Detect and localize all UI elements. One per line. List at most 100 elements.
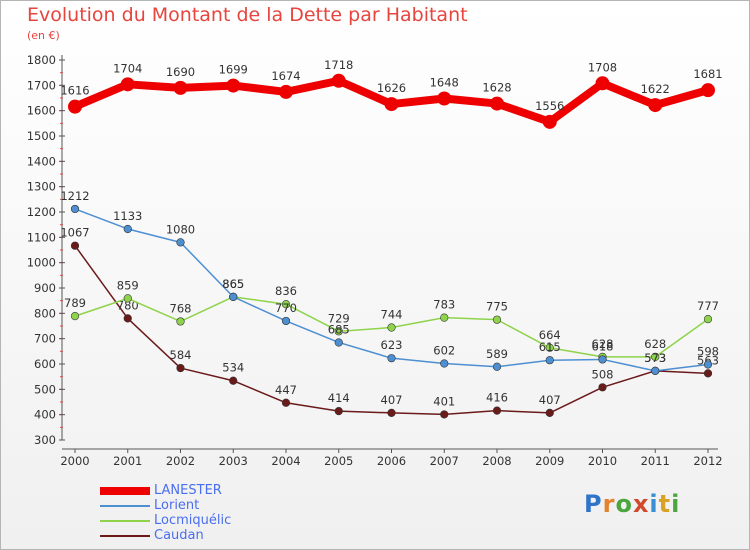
data-point <box>176 363 185 373</box>
y-tick-label: 1600 <box>27 104 56 118</box>
data-label: 508 <box>592 367 614 381</box>
x-tick-label: 2008 <box>482 454 511 468</box>
data-label: 615 <box>539 340 561 354</box>
x-tick-label: 2009 <box>535 454 564 468</box>
data-point <box>703 369 713 378</box>
data-point <box>598 383 607 392</box>
data-label: 584 <box>170 348 192 362</box>
logo-letter: r <box>602 490 616 518</box>
data-point <box>176 317 185 326</box>
logo-letter: i <box>649 490 659 518</box>
data-label: 1622 <box>641 82 670 96</box>
data-point <box>648 98 663 113</box>
data-label: 414 <box>328 391 350 405</box>
data-label: 628 <box>644 337 666 351</box>
data-point <box>545 343 554 352</box>
data-point <box>281 300 291 309</box>
data-label: 865 <box>222 277 244 291</box>
data-point <box>492 315 502 324</box>
data-label: 1628 <box>482 81 511 95</box>
data-point <box>70 204 80 214</box>
data-label: 865 <box>222 277 244 291</box>
legend-label: Locmiquélic <box>154 513 232 528</box>
data-point <box>173 80 188 95</box>
data-point <box>123 294 132 303</box>
data-label: 768 <box>170 301 192 315</box>
logo-letter: x <box>632 490 650 518</box>
data-point <box>387 323 396 332</box>
data-label: 729 <box>328 311 350 325</box>
data-label: 1067 <box>60 226 89 240</box>
data-label: 1648 <box>430 76 459 90</box>
data-label: 780 <box>117 298 139 312</box>
data-label: 1708 <box>588 60 617 74</box>
data-point <box>542 114 557 129</box>
data-label: 1681 <box>693 67 722 81</box>
y-tick-label: 300 <box>34 433 56 447</box>
y-tick-label: 800 <box>34 306 56 320</box>
x-tick-label: 2011 <box>641 454 670 468</box>
data-label: 628 <box>592 337 614 351</box>
data-label: 770 <box>275 301 297 315</box>
data-point <box>70 312 80 321</box>
data-point <box>334 338 343 347</box>
data-label: 401 <box>433 394 455 408</box>
data-label: 783 <box>433 298 455 312</box>
y-tick-label: 900 <box>34 281 56 295</box>
data-label: 1080 <box>166 222 195 236</box>
data-point <box>229 376 238 385</box>
data-label: 1133 <box>113 209 142 223</box>
data-point <box>384 97 399 112</box>
x-tick-label: 2002 <box>166 454 195 468</box>
data-label: 573 <box>644 351 666 365</box>
chart-title: Evolution du Montant de la Dette par Hab… <box>27 4 468 26</box>
data-label: 1212 <box>60 189 89 203</box>
x-tick-label: 2005 <box>324 454 353 468</box>
data-label: 598 <box>697 345 719 359</box>
data-point <box>595 76 610 91</box>
y-tick-label: 600 <box>34 357 56 371</box>
data-point <box>281 316 291 326</box>
data-point <box>703 315 713 324</box>
chart-unit: (en €) <box>27 29 60 42</box>
data-point <box>651 366 660 375</box>
y-tick-label: 1000 <box>27 256 56 270</box>
logo-letter: t <box>658 490 672 518</box>
data-label: 416 <box>486 391 508 405</box>
data-label: 407 <box>539 393 561 407</box>
logo-letter: i <box>671 490 681 518</box>
data-label: 1626 <box>377 81 406 95</box>
data-point <box>229 292 238 301</box>
proxiti-logo: Proxiti <box>584 490 680 518</box>
x-tick-label: 2000 <box>60 454 89 468</box>
data-point <box>598 355 607 364</box>
legend-label: Lorient <box>154 498 200 513</box>
data-label: 775 <box>486 300 508 314</box>
data-point <box>331 73 346 88</box>
y-tick-label: 1700 <box>27 78 56 92</box>
data-point <box>334 407 343 416</box>
y-tick-label: 1400 <box>27 154 56 168</box>
legend-swatch <box>100 487 150 495</box>
y-tick-label: 400 <box>34 408 56 422</box>
data-point <box>70 241 80 250</box>
data-point <box>440 359 449 368</box>
data-point <box>492 362 502 371</box>
y-tick-label: 1300 <box>27 180 56 194</box>
data-point <box>545 408 554 417</box>
legend-swatch <box>100 505 150 507</box>
data-label: 777 <box>697 299 719 313</box>
data-point <box>437 91 452 106</box>
y-tick-label: 1500 <box>27 129 56 143</box>
data-point <box>120 77 135 92</box>
legend-swatch <box>100 535 150 537</box>
data-label: 685 <box>328 322 350 336</box>
x-tick-label: 2001 <box>113 454 142 468</box>
data-label: 1556 <box>535 99 564 113</box>
data-label: 1699 <box>219 63 248 77</box>
data-label: 1704 <box>113 61 142 75</box>
y-tick-label: 500 <box>34 382 56 396</box>
data-point <box>440 313 449 322</box>
x-tick-label: 2007 <box>430 454 459 468</box>
